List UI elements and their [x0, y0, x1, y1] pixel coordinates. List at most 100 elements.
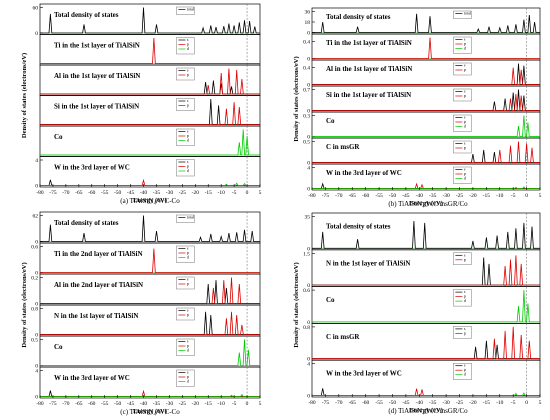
- legend-label: p: [187, 281, 189, 286]
- y-tick-label: 36: [305, 10, 311, 16]
- x-tick-label: -10: [496, 193, 504, 199]
- dos-series-p: [312, 326, 540, 360]
- x-axis-label: Energy (eV): [409, 407, 443, 414]
- dos-series-p: [312, 67, 540, 85]
- legend-label: p: [464, 330, 466, 335]
- x-tick-label: -35: [153, 401, 161, 407]
- y-tick-label: 0.4: [303, 66, 310, 72]
- panel-frame: [39, 64, 261, 96]
- panel-frame: [39, 156, 261, 188]
- y-axis-label: Density of states (electrons/eV): [21, 53, 28, 138]
- x-tick-label: -60: [88, 401, 96, 407]
- legend: sp: [176, 277, 195, 290]
- dos-series-s: [40, 80, 260, 95]
- panel-frame: [311, 7, 541, 35]
- panel-title: Al in the 1st layer of TiAlSiN: [54, 72, 140, 80]
- x-tick-label: -75: [49, 401, 57, 407]
- legend-box: [453, 140, 472, 154]
- y-tick-label: 0.5: [31, 338, 38, 344]
- legend-box: [453, 114, 472, 132]
- dos-series-s: [312, 149, 540, 163]
- panel-title: C in msGR: [326, 333, 360, 341]
- legend-box: [176, 307, 195, 321]
- x-tick-label: -35: [429, 400, 437, 406]
- subfigure-caption: (b) TiAlSiN₄/WC/msGR/Co: [388, 200, 468, 208]
- legend: sp: [176, 307, 195, 321]
- legend-label: p: [187, 42, 189, 47]
- legend: spd: [453, 114, 472, 132]
- panel-title: Co: [54, 133, 63, 141]
- legend-label: s: [464, 37, 466, 42]
- legend-box: [176, 6, 195, 15]
- y-tick-label: 62: [33, 214, 39, 220]
- x-tick-label: -20: [469, 193, 477, 199]
- dos-panel: Ti in the 1st layer of TiAlSiN spd: [39, 34, 261, 66]
- x-tick-label: -15: [205, 190, 213, 196]
- panel-title: Co: [54, 343, 63, 351]
- x-tick-label: 5: [539, 400, 542, 406]
- panel-frame: [311, 111, 541, 139]
- y-tick-label: 0: [307, 394, 310, 400]
- legend-label: s: [464, 89, 466, 94]
- x-tick-label: -65: [75, 401, 83, 407]
- x-tick-label: -50: [114, 190, 122, 196]
- panel-frame: [311, 137, 541, 165]
- x-tick-label: -35: [153, 190, 161, 196]
- dos-series-p: [40, 68, 260, 95]
- x-tick-label: -55: [375, 400, 383, 406]
- dos-series-total: [40, 7, 260, 34]
- panel-title: C in msGR: [326, 143, 360, 151]
- x-tick-label: -20: [192, 190, 200, 196]
- dos-panel: 0 35 Total density of states: [305, 212, 541, 252]
- y-tick-label: 0: [307, 57, 310, 63]
- panel-frame: [39, 3, 261, 35]
- legend-label: s: [187, 246, 189, 251]
- legend-box: [453, 166, 472, 184]
- x-tick-label: -70: [335, 193, 343, 199]
- y-tick-label: 0: [35, 184, 38, 190]
- y-tick-label: 4: [35, 369, 38, 375]
- x-tick-label: -10: [496, 400, 504, 406]
- dos-series-p: [40, 389, 260, 397]
- legend-label: s: [464, 115, 466, 120]
- x-tick-label: 5: [259, 190, 262, 196]
- legend-label: total: [464, 11, 472, 16]
- dos-series-p: [312, 37, 540, 59]
- dos-series-d: [40, 393, 260, 397]
- y-tick-label: 0.8: [303, 325, 310, 331]
- legend-label: d: [464, 298, 466, 303]
- y-tick-label: 0: [307, 320, 310, 326]
- x-tick-label: -35: [429, 193, 437, 199]
- dos-series-p: [40, 37, 260, 64]
- x-tick-label: -60: [362, 400, 370, 406]
- subfigure-caption: (c) TiAlSiN₄/WC-Co: [120, 408, 180, 416]
- legend-label: p: [464, 67, 466, 72]
- legend-label: s: [187, 308, 189, 313]
- legend-label: p: [464, 119, 466, 124]
- legend-label: s: [464, 167, 466, 172]
- legend: total: [453, 11, 472, 19]
- legend-label: s: [464, 63, 466, 68]
- y-axis-label: Density of states (electrons/eV): [293, 262, 300, 347]
- dos-series-d: [312, 392, 540, 396]
- x-tick-label: -30: [442, 400, 450, 406]
- x-tick-label: 0: [246, 401, 249, 407]
- panel-frame: [39, 34, 261, 66]
- y-tick-label: 0: [35, 271, 38, 277]
- y-tick-label: 0: [307, 135, 310, 141]
- y-tick-label: 4: [35, 158, 38, 164]
- y-tick-label: 0.6: [303, 288, 310, 294]
- x-tick-label: -25: [179, 190, 187, 196]
- x-tick-label: -75: [322, 193, 330, 199]
- dos-panel: 0 18 36 Total density of states total: [305, 7, 541, 37]
- legend-box: [176, 369, 195, 387]
- x-tick-label: -40: [140, 401, 148, 407]
- y-tick-label: 0: [307, 283, 310, 289]
